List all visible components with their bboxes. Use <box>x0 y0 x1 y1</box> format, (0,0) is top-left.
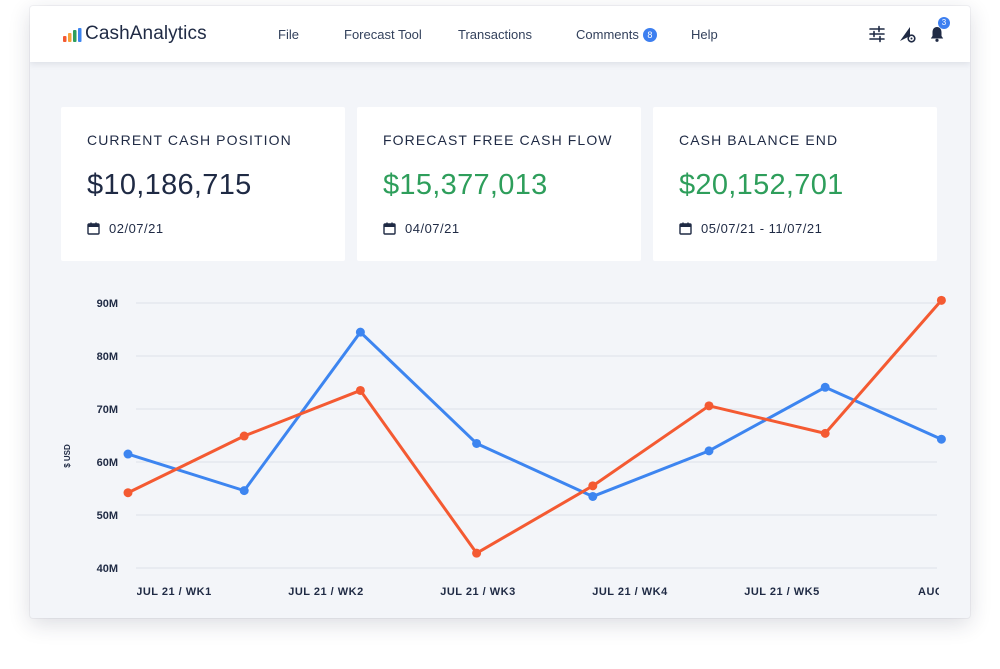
cash-balance-end-card[interactable]: CASH BALANCE END $20,152,701 05/07/21 - … <box>653 107 937 261</box>
sliders-icon[interactable] <box>868 25 886 43</box>
series-2-point <box>704 401 714 411</box>
card-title: CURRENT CASH POSITION <box>87 132 292 148</box>
notification-count-badge: 3 <box>938 17 950 29</box>
nav-file[interactable]: File <box>278 27 299 42</box>
app-logo[interactable]: CashAnalytics <box>63 22 207 46</box>
card-title: FORECAST FREE CASH FLOW <box>383 132 613 148</box>
series-1-point <box>704 446 714 456</box>
series-1-point <box>472 438 482 448</box>
app-name: CashAnalytics <box>85 23 207 44</box>
nav-transactions[interactable]: Transactions <box>458 27 532 42</box>
series-2-point <box>588 481 598 491</box>
card-date: 02/07/21 <box>87 221 164 236</box>
x-tick-label: JUL 21 / WK5 <box>744 586 820 598</box>
card-value: $20,152,701 <box>679 169 844 201</box>
nav-help[interactable]: Help <box>691 27 718 42</box>
x-axis-labels: JUL 21 / WK1 JUL 21 / WK2 JUL 21 / WK3 JUL … <box>136 586 944 598</box>
card-value: $10,186,715 <box>87 169 252 201</box>
series-line-1 <box>126 330 943 498</box>
y-tick-label: 60M <box>97 457 118 469</box>
series-1-point <box>355 327 365 337</box>
current-cash-position-card[interactable]: CURRENT CASH POSITION $10,186,715 02/07/… <box>61 107 345 261</box>
bar-chart-logo-icon <box>63 28 82 42</box>
x-tick-label: JUL 21 / WK4 <box>592 586 668 598</box>
card-date-text: 04/07/21 <box>405 221 460 236</box>
series-2-point <box>472 548 482 558</box>
series-2-point <box>936 295 946 305</box>
bell-icon[interactable] <box>928 25 946 43</box>
admin-settings-icon[interactable] <box>898 25 916 43</box>
card-date-text: 02/07/21 <box>109 221 164 236</box>
x-tick-label: AUG <box>918 586 944 598</box>
card-title: CASH BALANCE END <box>679 132 839 148</box>
series-2-point <box>123 488 133 498</box>
series-1-point <box>936 434 946 444</box>
x-tick-label: JUL 21 / WK1 <box>136 586 212 598</box>
series-2-point <box>239 431 249 441</box>
card-date: 04/07/21 <box>383 221 460 236</box>
calendar-icon <box>383 222 396 235</box>
app-window: CashAnalytics File Forecast Tool Transac… <box>30 6 970 618</box>
y-tick-label: 40M <box>97 563 118 575</box>
card-date: 05/07/21 - 11/07/21 <box>679 221 822 236</box>
y-tick-label: 70M <box>97 404 118 416</box>
y-tick-label: 80M <box>97 351 118 363</box>
nav-forecast-tool[interactable]: Forecast Tool <box>344 27 422 42</box>
series-line-2 <box>126 298 943 555</box>
calendar-icon <box>87 222 100 235</box>
x-tick-label: JUL 21 / WK3 <box>440 586 516 598</box>
nav-comments-label: Comments <box>576 27 639 42</box>
series-2-point <box>820 428 830 438</box>
nav-comments[interactable]: Comments 8 <box>576 27 657 42</box>
top-navigation-bar: CashAnalytics File Forecast Tool Transac… <box>30 6 970 62</box>
forecast-free-cash-flow-card[interactable]: FORECAST FREE CASH FLOW $15,377,013 04/0… <box>357 107 641 261</box>
y-axis-label: $ USD <box>63 444 72 468</box>
series-1-point <box>123 449 133 459</box>
series-1-point <box>820 382 830 392</box>
calendar-icon <box>679 222 692 235</box>
comments-count-badge: 8 <box>642 28 657 42</box>
series-1-point <box>239 486 249 496</box>
card-value: $15,377,013 <box>383 169 548 201</box>
series-2-point <box>355 385 365 395</box>
series-1-point <box>588 491 598 501</box>
card-date-text: 05/07/21 - 11/07/21 <box>701 221 823 236</box>
y-tick-label: 90M <box>97 298 118 310</box>
x-tick-label: JUL 21 / WK2 <box>288 586 364 598</box>
y-tick-label: 50M <box>97 510 118 522</box>
